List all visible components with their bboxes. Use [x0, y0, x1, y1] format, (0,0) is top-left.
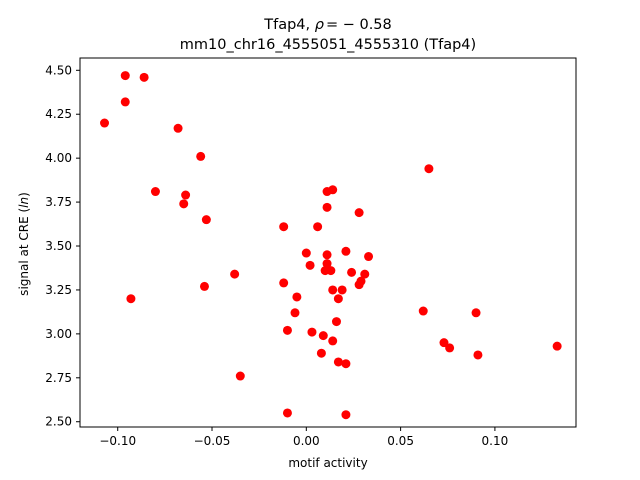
data-point — [439, 338, 449, 348]
data-point — [279, 222, 289, 232]
y-tick-label: 3.00 — [45, 327, 72, 341]
data-point — [126, 294, 136, 304]
y-axis-label-italic: ln — [17, 197, 31, 208]
data-point — [301, 248, 311, 258]
data-point — [354, 208, 364, 218]
data-point — [341, 246, 351, 256]
data-point — [322, 250, 332, 260]
data-point — [331, 317, 341, 327]
y-axis-label: signal at CRE (ln) — [17, 192, 31, 296]
data-point — [179, 199, 189, 209]
data-point — [120, 97, 130, 107]
data-point — [150, 187, 160, 197]
data-point — [290, 308, 300, 318]
data-point — [279, 278, 289, 288]
data-point — [337, 285, 347, 295]
y-axis-label-suffix: ) — [17, 192, 31, 197]
x-tick-label: −0.10 — [99, 434, 136, 448]
data-point — [333, 357, 343, 367]
data-point — [333, 294, 343, 304]
y-tick-label: 2.50 — [45, 415, 72, 429]
points-layer — [100, 71, 562, 420]
data-point — [322, 202, 332, 212]
chart-title-line2: mm10_chr16_4555051_4555310 (Tfap4) — [180, 37, 476, 53]
data-point — [364, 252, 374, 262]
y-tick-label: 3.75 — [45, 195, 72, 209]
data-point — [328, 336, 338, 346]
data-point — [173, 123, 183, 133]
data-point — [445, 343, 455, 353]
data-point — [347, 267, 357, 277]
x-tick-label: 0.00 — [293, 434, 320, 448]
chart-title-line1: Tfap4, ρ = − 0.58 — [263, 17, 392, 33]
data-point — [181, 190, 191, 200]
data-point — [307, 327, 317, 337]
data-point — [356, 276, 366, 286]
x-tick-label: 0.05 — [387, 434, 414, 448]
data-point — [552, 341, 562, 351]
title-prefix: Tfap4, — [263, 17, 315, 33]
data-point — [305, 260, 315, 270]
title-rho-symbol: ρ — [315, 17, 325, 33]
data-point — [418, 306, 428, 316]
data-point — [471, 308, 481, 318]
data-point — [424, 164, 434, 174]
data-point — [328, 285, 338, 295]
data-point — [282, 325, 292, 335]
data-point — [120, 71, 130, 81]
data-point — [196, 151, 206, 161]
data-point — [100, 118, 110, 128]
x-tick-label: 0.10 — [482, 434, 509, 448]
title-rho-value: = − 0.58 — [326, 17, 392, 33]
data-point — [201, 215, 211, 225]
y-axis-label-prefix: signal at CRE ( — [17, 208, 31, 296]
data-point — [313, 222, 323, 232]
plot-frame — [79, 57, 577, 428]
data-point — [139, 72, 149, 82]
y-tick-label: 4.25 — [45, 107, 72, 121]
data-point — [328, 185, 338, 195]
y-tick-label: 4.00 — [45, 151, 72, 165]
data-point — [318, 331, 328, 341]
data-point — [473, 350, 483, 360]
y-tick-label: 3.25 — [45, 283, 72, 297]
data-point — [316, 348, 326, 358]
x-axis: −0.10 −0.05 0.00 0.05 0.10 — [99, 427, 508, 448]
data-point — [360, 269, 370, 279]
data-point — [282, 408, 292, 418]
data-point — [292, 292, 302, 302]
y-axis: 2.50 2.75 3.00 3.25 3.50 3.75 4.00 4.25 4.50 — [45, 63, 80, 429]
data-point — [341, 359, 351, 369]
data-point — [230, 269, 240, 279]
data-point — [322, 259, 332, 269]
data-point — [235, 371, 245, 381]
y-tick-label: 3.50 — [45, 239, 72, 253]
x-tick-label: −0.05 — [194, 434, 231, 448]
data-point — [326, 266, 336, 276]
data-point — [199, 281, 209, 291]
y-tick-label: 4.50 — [45, 63, 72, 77]
data-point — [341, 410, 351, 420]
x-axis-label: motif activity — [288, 456, 367, 470]
y-tick-label: 2.75 — [45, 371, 72, 385]
